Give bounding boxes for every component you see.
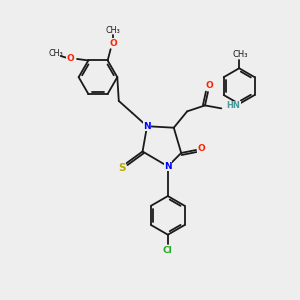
Text: N: N — [164, 162, 172, 171]
Text: O: O — [109, 39, 117, 48]
Text: Cl: Cl — [163, 246, 173, 255]
Text: HN: HN — [227, 101, 241, 110]
Text: O: O — [206, 81, 213, 90]
Text: CH₃: CH₃ — [106, 26, 120, 35]
Text: N: N — [143, 122, 151, 131]
Text: CH₃: CH₃ — [48, 49, 63, 58]
Text: O: O — [197, 144, 205, 153]
Text: CH₃: CH₃ — [232, 50, 248, 59]
Text: O: O — [67, 55, 74, 64]
Text: S: S — [118, 163, 125, 173]
